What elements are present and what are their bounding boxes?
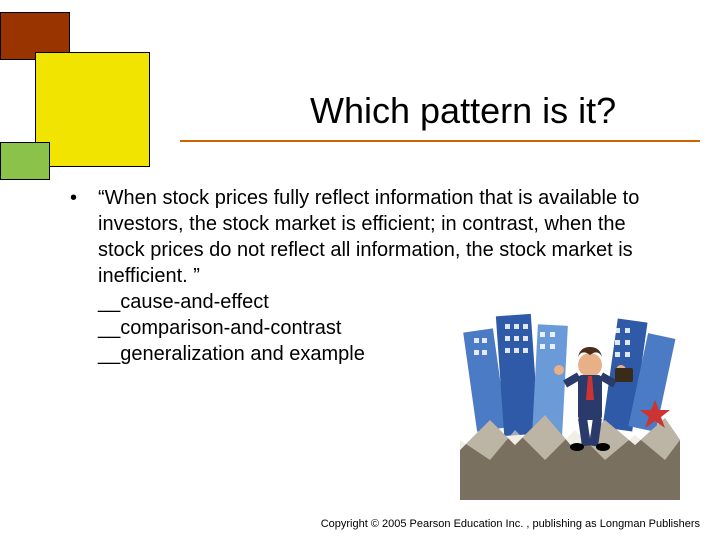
- bullet-mark: •: [70, 185, 98, 367]
- question-paragraph: “When stock prices fully reflect informa…: [98, 187, 639, 287]
- slide-title: Which pattern is it?: [310, 90, 616, 132]
- square-green: [0, 142, 50, 180]
- copyright-footer: Copyright © 2005 Pearson Education Inc. …: [321, 518, 700, 530]
- square-yellow: [35, 52, 150, 167]
- title-underline: [180, 140, 700, 142]
- buildings-icon: [463, 314, 675, 436]
- clipart-illustration: [460, 310, 680, 500]
- corner-decoration: [0, 12, 180, 182]
